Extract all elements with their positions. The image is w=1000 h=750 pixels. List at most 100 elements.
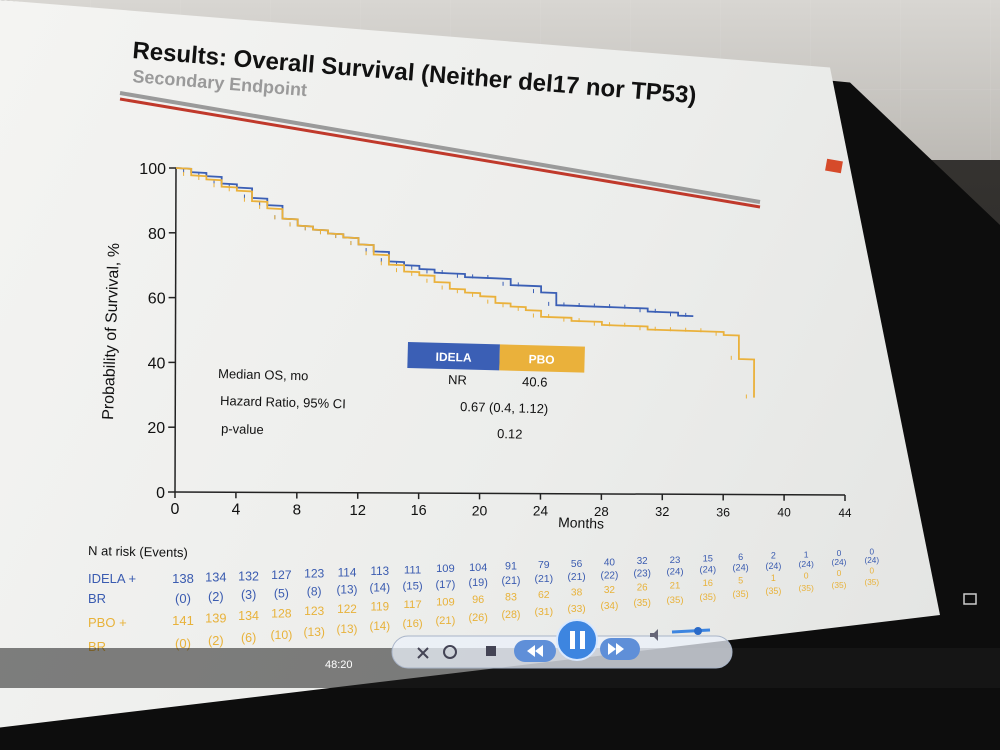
y-tick-label: 20 [147, 420, 165, 437]
risk-pbo-events: (35) [700, 592, 717, 602]
risk-idela-events: (24) [700, 565, 717, 575]
legend-pbo-label: PBO [528, 352, 554, 367]
pause-button[interactable] [556, 619, 598, 661]
x-tick-label: 44 [839, 507, 852, 520]
risk-pbo-events: (35) [832, 580, 847, 590]
legend-pbo-box [499, 344, 585, 373]
median-os-pbo: 40.6 [522, 374, 548, 390]
x-axis-line [174, 491, 846, 496]
x-tick-label: 4 [232, 501, 241, 518]
risk-pbo-events: (35) [766, 586, 782, 596]
shuffle-icon[interactable] [417, 647, 429, 659]
risk-idela-events: (24) [733, 563, 749, 573]
risk-pbo-events: (14) [369, 620, 390, 633]
risk-idela-events: (2) [208, 589, 224, 604]
risk-idela-events: (21) [568, 572, 586, 583]
risk-pbo-n: 62 [538, 589, 550, 601]
risk-pbo-n: 134 [238, 609, 259, 623]
risk-idela-events: (24) [766, 561, 782, 571]
risk-pbo-label: PBO + [88, 615, 127, 630]
median-os-idela: NR [448, 372, 467, 387]
risk-idela-n: 127 [271, 568, 292, 582]
series-line-pbo [175, 167, 756, 398]
risk-idela-n: 132 [238, 569, 259, 583]
risk-pbo-events: (35) [865, 578, 880, 587]
risk-idela-n: 134 [205, 570, 226, 585]
risk-pbo-events: (6) [241, 631, 256, 645]
stop-button[interactable] [486, 646, 496, 656]
risk-idela-n: 104 [469, 562, 487, 574]
risk-idela-events: (24) [666, 567, 683, 578]
y-tick-label: 40 [148, 355, 166, 372]
x-tick-label: 20 [472, 502, 488, 518]
risk-idela-events: (22) [601, 570, 619, 581]
risk-idela-n: 91 [505, 561, 517, 573]
series-group [175, 167, 756, 399]
risk-rows: 138 134 132 127 123 114 113 111 109 104 91 79 56 40 32… [172, 548, 879, 651]
slide-logo-icon [825, 158, 843, 174]
risk-idela-n: 138 [172, 571, 194, 586]
fullscreen-icon[interactable] [963, 593, 977, 605]
hazard-ratio-value: 0.67 (0.4, 1.12) [460, 399, 549, 416]
legend: IDELA PBO [407, 342, 585, 373]
risk-pbo-n: 32 [604, 585, 616, 596]
x-axis-label: Months [558, 514, 604, 532]
risk-pbo-events: (0) [175, 636, 191, 651]
risk-pbo-events: (35) [733, 589, 749, 599]
previous-button[interactable] [514, 640, 556, 662]
y-axis-line [174, 167, 177, 493]
risk-idela-events: (14) [369, 582, 390, 595]
risk-idela-events: (5) [274, 586, 289, 600]
risk-pbo-n: 119 [371, 600, 389, 613]
x-tick-label: 40 [777, 506, 791, 520]
y-axis-label: Probability of Survival, % [100, 243, 123, 420]
risk-idela-n: 109 [436, 563, 455, 575]
risk-idela-n: 15 [703, 553, 713, 563]
risk-pbo-events: (35) [666, 595, 683, 606]
risk-pbo-n: 109 [436, 596, 455, 608]
risk-idela-n: 0 [837, 548, 842, 558]
risk-idela-n: 56 [571, 559, 583, 570]
x-tick-label: 16 [411, 503, 427, 519]
risk-pbo-events: (2) [208, 633, 224, 648]
risk-pbo-n: 26 [637, 583, 648, 594]
risk-idela-events: (24) [799, 559, 814, 569]
series-line-idela [175, 167, 694, 317]
risk-pbo-events: (34) [601, 601, 619, 612]
risk-pbo-n: 0 [870, 567, 875, 576]
risk-pbo-n: 139 [205, 611, 226, 626]
risk-idela-events: (21) [534, 573, 553, 585]
risk-pbo-n: 83 [505, 592, 517, 604]
risk-idela-n: 113 [371, 565, 389, 578]
player-time: 48:20 [325, 659, 353, 671]
media-player-bar: 48:20 [0, 619, 1000, 688]
risk-pbo-n: 141 [172, 613, 194, 628]
risk-idela-events: (3) [241, 588, 256, 602]
risk-pbo-events: (10) [270, 628, 292, 642]
risk-table-header: N at risk (Events) [88, 543, 188, 560]
y-tick-label: 100 [139, 161, 166, 178]
risk-idela-events: (19) [469, 577, 488, 589]
repeat-icon[interactable] [443, 645, 457, 659]
median-os-label: Median OS, mo [218, 366, 309, 383]
risk-idela-events: (24) [832, 557, 847, 567]
x-tick-label: 28 [594, 504, 609, 519]
risk-idela-events: (23) [633, 568, 650, 579]
risk-pbo-n: 128 [271, 607, 292, 621]
hazard-ratio-label: Hazard Ratio, 95% CI [220, 393, 346, 411]
risk-pbo-events: (26) [469, 612, 488, 624]
y-tick-label: 0 [156, 485, 165, 502]
next-button[interactable] [600, 638, 640, 660]
risk-pbo-n: 96 [472, 594, 484, 606]
risk-idela-events: (15) [402, 581, 422, 593]
volume-icon[interactable] [650, 629, 658, 641]
volume-slider[interactable] [671, 627, 711, 635]
risk-pbo-n: 21 [670, 580, 681, 591]
risk-pbo-events: (35) [633, 598, 650, 609]
legend-idela-label: IDELA [435, 350, 472, 365]
risk-pbo-n: 5 [738, 575, 743, 585]
risk-idela-n: 114 [338, 565, 357, 579]
risk-pbo-events: (16) [402, 618, 422, 630]
risk-pbo-n: 38 [571, 588, 583, 599]
